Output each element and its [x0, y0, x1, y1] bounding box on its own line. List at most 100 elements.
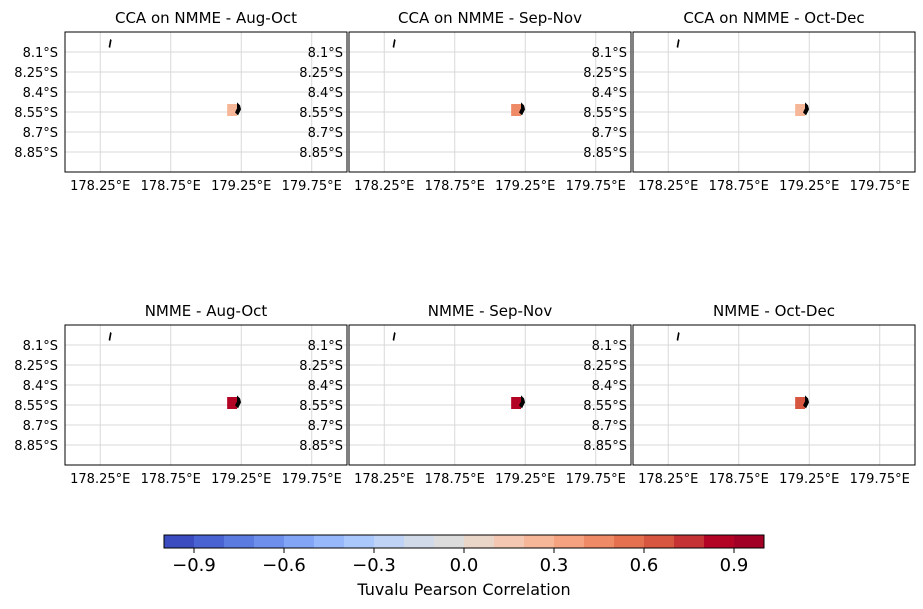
map-panel: CCA on NMME - Sep-Nov 178.25°E 178.75°E 179…: [299, 9, 632, 194]
lon-tick-label: 178.75°E: [425, 179, 485, 194]
panel-title: NMME - Sep-Nov: [428, 302, 553, 320]
lat-tick-label: 8.7°S: [23, 126, 58, 141]
panel-title: CCA on NMME - Aug-Oct: [115, 9, 297, 27]
lon-tick-label: 179.75°E: [566, 179, 626, 194]
lat-tick-label: 8.25°S: [299, 359, 343, 374]
lat-tick-label: 8.1°S: [592, 339, 627, 354]
colorbar-bin: [464, 535, 495, 548]
data-cell: [227, 397, 238, 409]
colorbar-tick-label: 0.0: [450, 555, 479, 576]
lat-tick-label: 8.4°S: [592, 379, 627, 394]
colorbar-tick-label: 0.9: [720, 555, 749, 576]
colorbar-tick-label: −0.3: [352, 555, 396, 576]
lat-tick-label: 8.7°S: [308, 126, 343, 141]
colorbar-bin: [224, 535, 255, 548]
lon-tick-label: 178.75°E: [141, 179, 201, 194]
lat-tick-label: 8.55°S: [299, 106, 343, 121]
map-panel: NMME - Sep-Nov 178.25°E 178.75°E 179.25°E 17…: [299, 302, 632, 487]
lon-tick-label: 178.75°E: [709, 179, 769, 194]
lat-tick-label: 8.85°S: [299, 146, 343, 161]
lat-tick-label: 8.25°S: [14, 359, 58, 374]
lat-tick-label: 8.4°S: [308, 379, 343, 394]
colorbar-bin: [614, 535, 645, 548]
lat-tick-label: 8.7°S: [592, 126, 627, 141]
map-frame: [348, 324, 632, 466]
lon-tick-label: 179.75°E: [566, 472, 626, 487]
lat-tick-label: 8.55°S: [583, 106, 627, 121]
colorbar-bin: [284, 535, 315, 548]
map-panel: CCA on NMME - Oct-Dec 178.25°E 178.75°E 179…: [583, 9, 916, 194]
panel-title: NMME - Aug-Oct: [145, 302, 268, 320]
lat-tick-label: 8.4°S: [308, 86, 343, 101]
colorbar-bin: [194, 535, 225, 548]
island-shape: [519, 102, 526, 116]
lon-tick-label: 178.25°E: [354, 179, 414, 194]
lon-tick-label: 179.75°E: [282, 179, 342, 194]
lon-tick-label: 179.25°E: [495, 179, 555, 194]
lon-tick-label: 178.25°E: [70, 472, 130, 487]
lon-tick-label: 178.25°E: [70, 179, 130, 194]
colorbar-bin: [374, 535, 405, 548]
island-shape: [803, 395, 810, 409]
data-cell: [511, 104, 522, 116]
lat-tick-label: 8.1°S: [23, 339, 58, 354]
island-shape: [803, 102, 810, 116]
island-shape: [392, 39, 396, 48]
lat-tick-label: 8.4°S: [592, 86, 627, 101]
island-shape: [235, 395, 242, 409]
island-shape: [676, 39, 680, 48]
lat-tick-label: 8.25°S: [14, 66, 58, 81]
map-frame: [632, 31, 916, 173]
lon-tick-label: 179.25°E: [779, 472, 839, 487]
lon-tick-label: 179.25°E: [779, 179, 839, 194]
data-cell: [795, 104, 806, 116]
lon-tick-label: 178.25°E: [638, 179, 698, 194]
map-panel: NMME - Oct-Dec 178.25°E 178.75°E 179.25°E 17…: [583, 302, 916, 487]
lat-tick-label: 8.1°S: [308, 46, 343, 61]
lat-tick-label: 8.55°S: [299, 399, 343, 414]
colorbar-bin: [584, 535, 615, 548]
colorbar-bin: [344, 535, 375, 548]
colorbar: −0.9 −0.6 −0.3 0.0 0.3 0.6 0.9 Tuvalu Pearson C…: [163, 534, 765, 599]
colorbar-bin: [404, 535, 435, 548]
lat-tick-label: 8.85°S: [583, 439, 627, 454]
colorbar-bin: [734, 535, 765, 548]
lon-tick-label: 179.25°E: [495, 472, 555, 487]
map-frame: [64, 324, 348, 466]
lat-tick-label: 8.85°S: [14, 146, 58, 161]
lat-tick-label: 8.1°S: [308, 339, 343, 354]
colorbar-tick-label: −0.6: [262, 555, 306, 576]
lat-tick-label: 8.55°S: [583, 399, 627, 414]
lon-tick-label: 178.75°E: [425, 472, 485, 487]
lon-tick-label: 179.25°E: [211, 179, 271, 194]
map-frame: [632, 324, 916, 466]
colorbar-tick-label: 0.6: [630, 555, 659, 576]
colorbar-tick-label: −0.9: [172, 555, 216, 576]
lat-tick-label: 8.25°S: [299, 66, 343, 81]
colorbar-bin: [704, 535, 735, 548]
colorbar-bin: [494, 535, 525, 548]
map-frame: [348, 31, 632, 173]
lon-tick-label: 179.25°E: [211, 472, 271, 487]
lon-tick-label: 178.25°E: [354, 472, 414, 487]
island-shape: [392, 332, 396, 341]
colorbar-bin: [554, 535, 585, 548]
lat-tick-label: 8.1°S: [592, 46, 627, 61]
island-shape: [676, 332, 680, 341]
lat-tick-label: 8.25°S: [583, 66, 627, 81]
lat-tick-label: 8.7°S: [308, 419, 343, 434]
island-shape: [235, 102, 242, 116]
colorbar-bin: [254, 535, 285, 548]
island-shape: [519, 395, 526, 409]
data-cell: [227, 104, 238, 116]
lat-tick-label: 8.7°S: [23, 419, 58, 434]
colorbar-bin: [524, 535, 555, 548]
lat-tick-label: 8.85°S: [299, 439, 343, 454]
colorbar-label: Tuvalu Pearson Correlation: [356, 580, 570, 599]
lat-tick-label: 8.1°S: [23, 46, 58, 61]
lon-tick-label: 178.75°E: [141, 472, 201, 487]
map-panel: NMME - Aug-Oct 178.25°E 178.75°E 179.25°E 17…: [14, 302, 348, 487]
colorbar-bin: [644, 535, 675, 548]
lon-tick-label: 179.75°E: [282, 472, 342, 487]
